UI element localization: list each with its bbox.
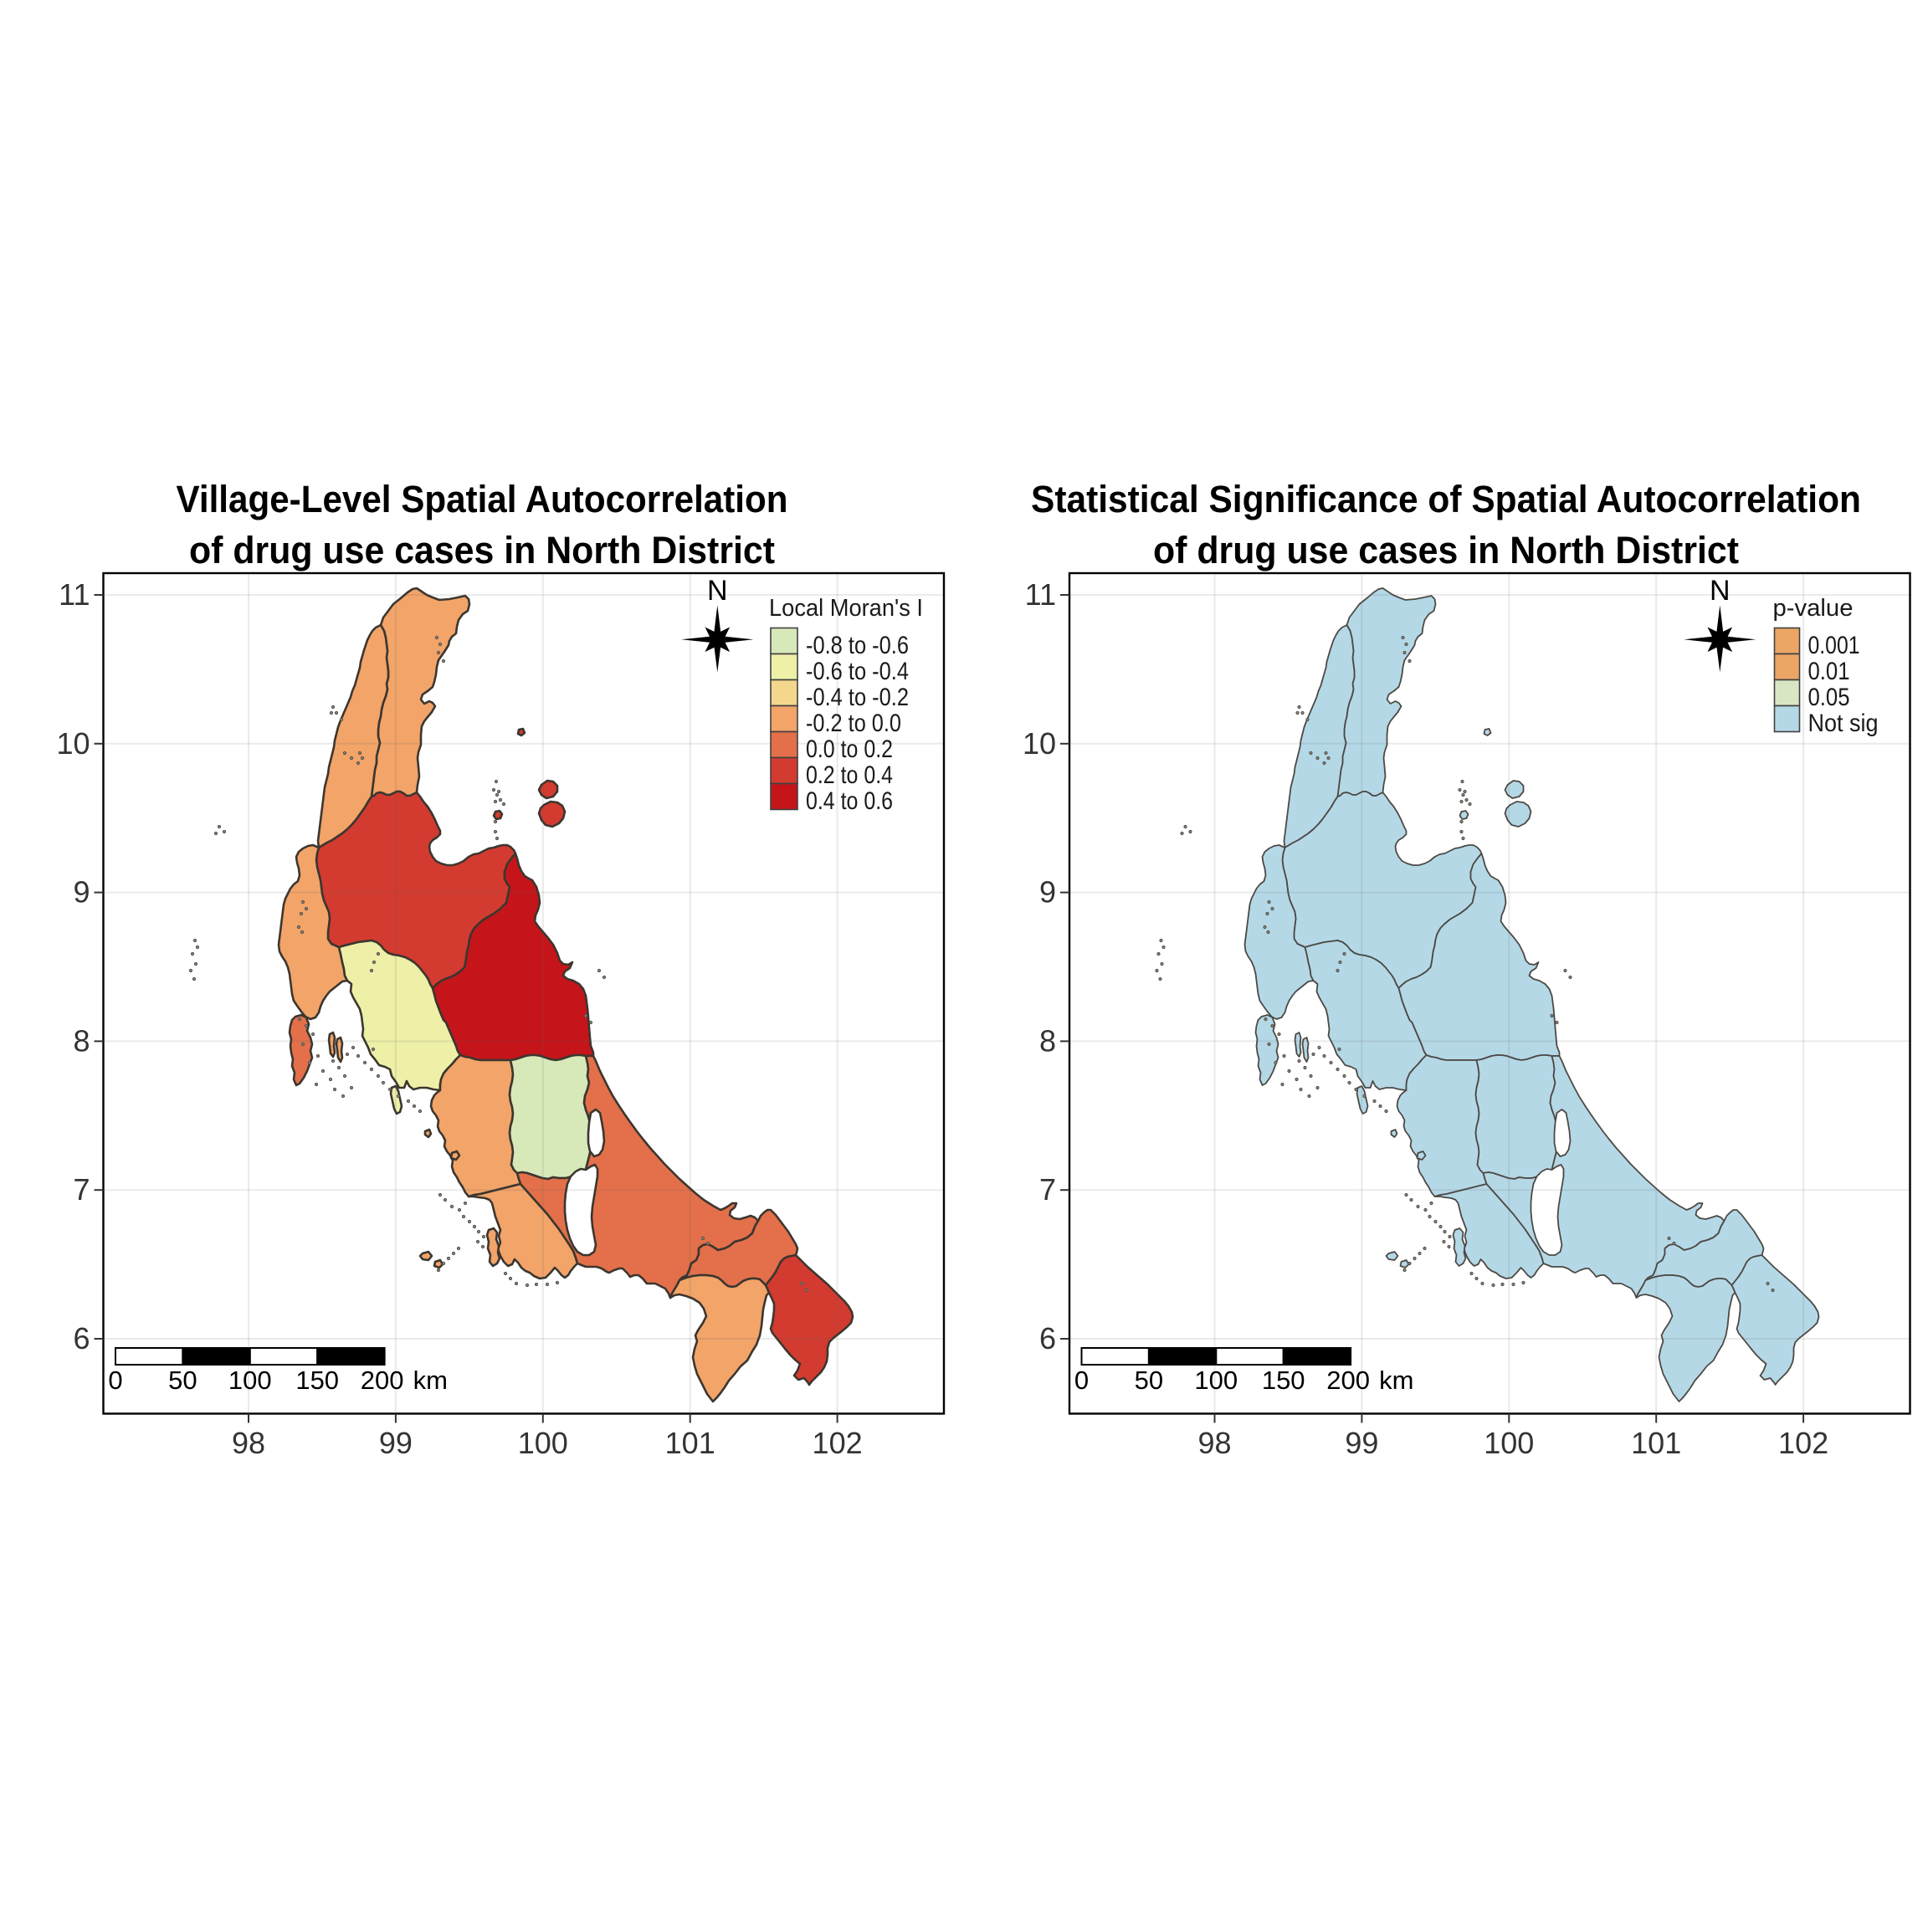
svg-text:0.2 to 0.4: 0.2 to 0.4 xyxy=(806,761,893,789)
svg-text:150: 150 xyxy=(1262,1366,1305,1395)
svg-text:0.0 to 0.2: 0.0 to 0.2 xyxy=(806,735,893,763)
svg-text:of drug use cases in North Dis: of drug use cases in North District xyxy=(1153,529,1739,571)
svg-text:100: 100 xyxy=(518,1426,568,1460)
svg-text:7: 7 xyxy=(1039,1172,1056,1207)
svg-text:102: 102 xyxy=(813,1426,863,1460)
svg-text:98: 98 xyxy=(232,1426,265,1460)
svg-text:N: N xyxy=(1710,575,1731,607)
svg-text:101: 101 xyxy=(665,1426,715,1460)
svg-text:p-value: p-value xyxy=(1773,595,1854,622)
svg-text:98: 98 xyxy=(1197,1426,1231,1460)
svg-text:Local Moran's I: Local Moran's I xyxy=(769,595,923,622)
svg-text:8: 8 xyxy=(73,1023,90,1058)
svg-text:101: 101 xyxy=(1631,1426,1681,1460)
svg-text:7: 7 xyxy=(73,1172,90,1207)
svg-text:of drug use cases in North Dis: of drug use cases in North District xyxy=(189,529,775,571)
svg-text:150: 150 xyxy=(295,1366,339,1395)
svg-text:-0.4 to -0.2: -0.4 to -0.2 xyxy=(806,684,909,711)
svg-text:-0.6 to -0.4: -0.6 to -0.4 xyxy=(806,658,909,685)
svg-text:11: 11 xyxy=(1025,577,1056,612)
svg-text:0.001: 0.001 xyxy=(1808,632,1860,659)
svg-text:0.4 to 0.6: 0.4 to 0.6 xyxy=(806,787,893,815)
svg-text:10: 10 xyxy=(1023,726,1056,761)
svg-text:6: 6 xyxy=(1039,1321,1056,1355)
svg-text:-0.2 to 0.0: -0.2 to 0.0 xyxy=(806,710,901,737)
svg-text:6: 6 xyxy=(73,1321,90,1355)
svg-text:50: 50 xyxy=(1135,1366,1163,1395)
svg-text:200: 200 xyxy=(1326,1366,1370,1395)
svg-text:-0.8 to -0.6: -0.8 to -0.6 xyxy=(806,632,909,659)
svg-text:Village-Level Spatial Autocorr: Village-Level Spatial Autocorrelation xyxy=(177,478,788,520)
svg-text:99: 99 xyxy=(379,1426,413,1460)
svg-text:200: 200 xyxy=(361,1366,404,1395)
svg-text:100: 100 xyxy=(1484,1426,1534,1460)
svg-text:0: 0 xyxy=(1074,1366,1089,1395)
svg-text:10: 10 xyxy=(56,726,90,761)
svg-text:102: 102 xyxy=(1778,1426,1828,1460)
svg-text:8: 8 xyxy=(1039,1023,1056,1058)
svg-text:N: N xyxy=(707,575,728,607)
svg-text:50: 50 xyxy=(168,1366,197,1395)
svg-text:11: 11 xyxy=(59,577,90,612)
svg-text:km: km xyxy=(1379,1366,1413,1395)
svg-text:Not sig: Not sig xyxy=(1808,710,1879,737)
svg-text:100: 100 xyxy=(228,1366,272,1395)
svg-text:Statistical Significance of Sp: Statistical Significance of Spatial Auto… xyxy=(1031,478,1861,520)
svg-text:99: 99 xyxy=(1345,1426,1378,1460)
svg-text:100: 100 xyxy=(1194,1366,1238,1395)
svg-text:0: 0 xyxy=(108,1366,122,1395)
svg-text:9: 9 xyxy=(73,875,90,910)
svg-text:9: 9 xyxy=(1039,875,1056,910)
svg-text:0.05: 0.05 xyxy=(1808,684,1850,711)
svg-text:km: km xyxy=(413,1366,448,1395)
svg-text:0.01: 0.01 xyxy=(1808,658,1850,685)
